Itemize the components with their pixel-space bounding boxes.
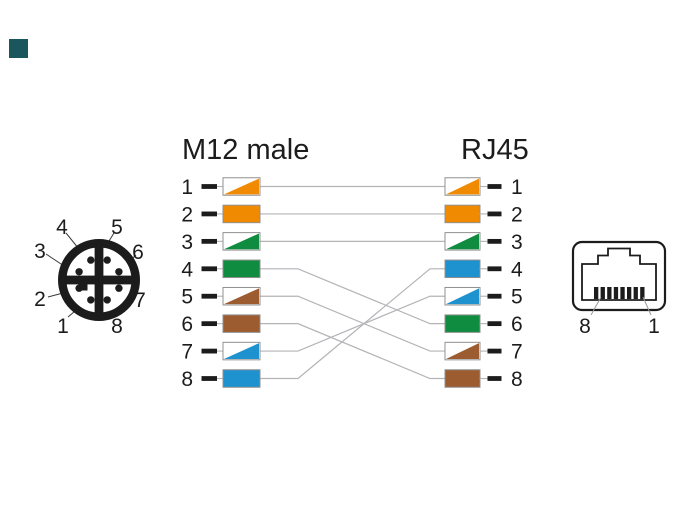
m12-pin-label: 4 — [56, 216, 68, 239]
rj45-pin-number: 5 — [511, 286, 523, 309]
m12-pin-dot — [75, 284, 83, 292]
m12-connector-icon: 1 2 3 4 5 6 7 8 — [34, 216, 146, 338]
rj45-jack-icon: 8 1 — [571, 240, 667, 338]
m12-pin-label: 8 — [111, 315, 123, 338]
rj45-jack-contact-pin — [620, 287, 625, 299]
m12-pin-dot — [115, 284, 123, 292]
rj45-jack-contact-pin — [600, 287, 605, 299]
rj45-leader-line — [590, 296, 602, 316]
m12-pin-label: 5 — [111, 216, 123, 239]
m12-pin-dash — [201, 211, 217, 217]
rj45-jack-contact-pin — [640, 287, 645, 299]
rj45-pin-dash — [487, 348, 502, 354]
rj45-wire-stripe-triangle — [446, 288, 479, 305]
m12-pin-label: 3 — [34, 240, 46, 263]
rj45-pin-dash — [487, 266, 502, 272]
m12-pin-dash — [201, 376, 217, 381]
rj45-pin-number: 6 — [511, 313, 523, 336]
m12-pin-number: 6 — [181, 313, 193, 336]
rj45-jack-contact-pin — [607, 287, 612, 299]
rj45-jack-contact-pin — [627, 287, 632, 299]
brand-logo-square — [9, 39, 28, 58]
m12-pin-number: 3 — [181, 231, 193, 254]
connection-line-m12-4-to-rj45-6 — [260, 268, 445, 325]
m12-pin-dash — [201, 184, 217, 189]
m12-wire-color-box-brown — [222, 314, 261, 333]
rj45-wire-color-box-green — [444, 314, 481, 333]
m12-pin-dash — [201, 238, 217, 244]
m12-pin-dots — [75, 256, 123, 304]
m12-pin-dash — [201, 348, 217, 354]
m12-pin-leader-line — [45, 253, 65, 267]
rj45-column-title: RJ45 — [461, 134, 529, 166]
m12-pin-number: 7 — [181, 341, 193, 364]
m12-wire-color-box-green — [222, 259, 261, 279]
m12-pin-label: 6 — [132, 241, 144, 264]
rj45-wire-color-box-brown — [444, 369, 481, 388]
rj45-wire-stripe-triangle — [446, 343, 479, 359]
m12-pin-label: 1 — [57, 315, 69, 338]
rj45-jack-contact-pin — [613, 287, 619, 299]
m12-pin-dot — [75, 268, 83, 276]
rj45-wire-stripe-triangle — [446, 178, 479, 195]
rj45-pin-dash — [487, 293, 502, 299]
rj45-pin-dash — [487, 211, 502, 217]
rj45-pin-dash — [487, 184, 502, 189]
rj45-jack-contact-pin — [633, 287, 638, 299]
rj45-wire-color-box-orange — [444, 204, 481, 224]
connection-line-m12-6-to-rj45-8 — [260, 323, 445, 380]
m12-key-notch — [78, 284, 88, 291]
rj45-pin-dash — [487, 238, 502, 244]
m12-pin-dot — [103, 256, 111, 264]
rj45-pin1-label: 1 — [648, 315, 660, 338]
m12-pin-dot — [87, 296, 95, 304]
m12-pin-number: 2 — [181, 203, 193, 226]
m12-pin-dot — [115, 268, 123, 276]
rj45-pin-number: 3 — [511, 231, 523, 254]
rj45-pin-number: 8 — [511, 368, 523, 391]
m12-pin-dash — [201, 293, 217, 299]
m12-wire-stripe-triangle — [224, 233, 259, 250]
m12-wire-stripe-triangle — [224, 178, 259, 195]
m12-pin-dot — [103, 296, 111, 304]
m12-wire-color-box-blue — [222, 369, 261, 388]
m12-pin-number: 1 — [181, 176, 193, 199]
rj45-pin-dash — [487, 321, 502, 327]
rj45-wire-stripe-triangle — [446, 233, 479, 250]
m12-pin-dash — [201, 321, 217, 327]
m12-pin-number: 8 — [181, 368, 193, 391]
m12-pin-dot — [87, 256, 95, 264]
connection-lines — [260, 185, 445, 380]
connection-line-m12-8-to-rj45-4 — [260, 268, 445, 380]
rj45-jack-contact-pin — [594, 287, 599, 299]
m12-pin-label: 2 — [34, 288, 46, 311]
m12-column-title: M12 male — [182, 134, 309, 166]
m12-cross-horizontal — [66, 275, 132, 285]
m12-wire-stripe-triangle — [224, 288, 259, 305]
rj45-pin-number: 7 — [511, 341, 523, 364]
m12-wire-color-box-orange — [222, 204, 261, 224]
m12-pin-dash — [201, 266, 217, 272]
m12-pin-label: 7 — [134, 289, 146, 312]
rj45-wire-color-box-blue — [444, 259, 481, 279]
rj45-leader-line — [642, 296, 652, 316]
m12-wire-stripe-triangle — [224, 343, 259, 359]
rj45-pin-number: 4 — [511, 258, 523, 281]
rj45-pin8-label: 8 — [579, 315, 591, 338]
rj45-pin-number: 2 — [511, 203, 523, 226]
m12-pin-number: 4 — [181, 258, 193, 281]
rj45-contact-pins — [594, 287, 645, 299]
wire-rows: 1 2 3 4 5 6 7 8 1 2 3 4 5 6 7 8 — [181, 176, 523, 391]
rj45-pin-number: 1 — [511, 176, 523, 199]
m12-pin-number: 5 — [181, 286, 193, 309]
rj45-pin-dash — [487, 376, 502, 381]
